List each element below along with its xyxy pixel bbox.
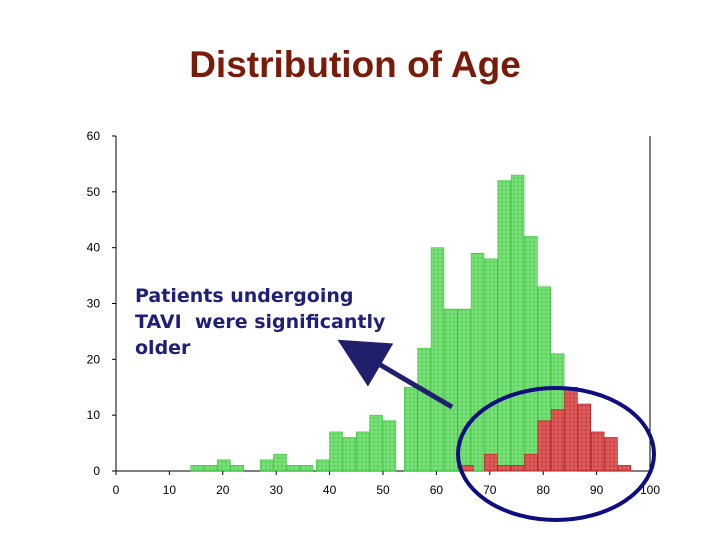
y-tick-label: 20	[87, 352, 101, 366]
x-tick-label: 50	[376, 483, 390, 497]
tick-labels: 0 10 20 30 40 50 60 0 10 20 30 40 50 60 70 80 90 100	[87, 129, 661, 497]
x-tick-label: 40	[323, 483, 337, 497]
all-patients-bar	[510, 174, 525, 472]
all-patients-bar	[299, 465, 314, 472]
annotation-arrow	[337, 339, 454, 410]
all-patients-bar	[430, 247, 445, 472]
tavi-bars	[460, 386, 632, 472]
y-tick-label: 10	[87, 408, 101, 422]
annotation-text: Patients undergoing TAVI were significan…	[135, 283, 435, 361]
all-patients-bar	[404, 386, 418, 472]
x-tick-label: 90	[590, 483, 604, 497]
annotation-line-1: Patients undergoing	[135, 285, 354, 307]
x-tick-label: 80	[537, 483, 551, 497]
all-patients-bar	[190, 465, 204, 472]
highlight-circle	[456, 386, 656, 522]
all-patients-bar	[259, 459, 274, 472]
all-patients-bar	[217, 459, 231, 472]
all-patients-bar	[369, 414, 383, 472]
y-tick-label: 30	[87, 297, 101, 311]
x-tick-label: 10	[163, 483, 177, 497]
all-patients-bar	[382, 420, 397, 472]
y-tick-label: 60	[87, 129, 101, 143]
tavi-bar	[564, 386, 578, 472]
tavi-bar	[590, 431, 605, 472]
x-tick-label: 20	[216, 483, 230, 497]
all-patients-bar	[286, 465, 301, 472]
all-patients-bar	[355, 431, 370, 472]
tavi-bar	[604, 437, 618, 472]
y-tick-label: 0	[93, 464, 100, 478]
all-patients-bars	[190, 174, 578, 472]
all-patients-bar	[497, 180, 511, 472]
all-patients-bar	[524, 236, 538, 472]
all-patients-bar	[470, 252, 485, 472]
y-tick-label: 40	[87, 241, 101, 255]
x-tick-label: 0	[113, 483, 120, 497]
x-tick-label: 60	[430, 483, 444, 497]
x-tick-label: 30	[270, 483, 284, 497]
tavi-bar	[550, 409, 565, 472]
chart-title: Distribution of Age	[189, 44, 521, 85]
tavi-bar	[497, 465, 511, 472]
all-patients-bar	[342, 437, 357, 472]
all-patients-bar	[444, 308, 458, 472]
tavi-bar	[537, 420, 552, 472]
all-patients-bar	[203, 465, 218, 472]
x-tick-label: 70	[483, 483, 497, 497]
all-patients-bar	[273, 453, 287, 472]
all-patients-bar	[417, 347, 431, 472]
all-patients-bar	[484, 258, 498, 472]
x-tick-label: 100	[640, 483, 660, 497]
tavi-bar	[577, 403, 592, 472]
annotation-line-3: older	[135, 337, 191, 359]
all-patients-bar	[230, 465, 244, 472]
all-patients-bar	[315, 459, 330, 472]
tavi-bar	[617, 465, 632, 472]
tavi-bar	[510, 465, 525, 472]
all-patients-bar	[329, 431, 343, 472]
y-tick-label: 50	[87, 185, 101, 199]
annotation-line-2: TAVI were significantly	[135, 311, 386, 333]
tavi-bar	[524, 453, 538, 472]
tavi-bar	[484, 453, 498, 472]
